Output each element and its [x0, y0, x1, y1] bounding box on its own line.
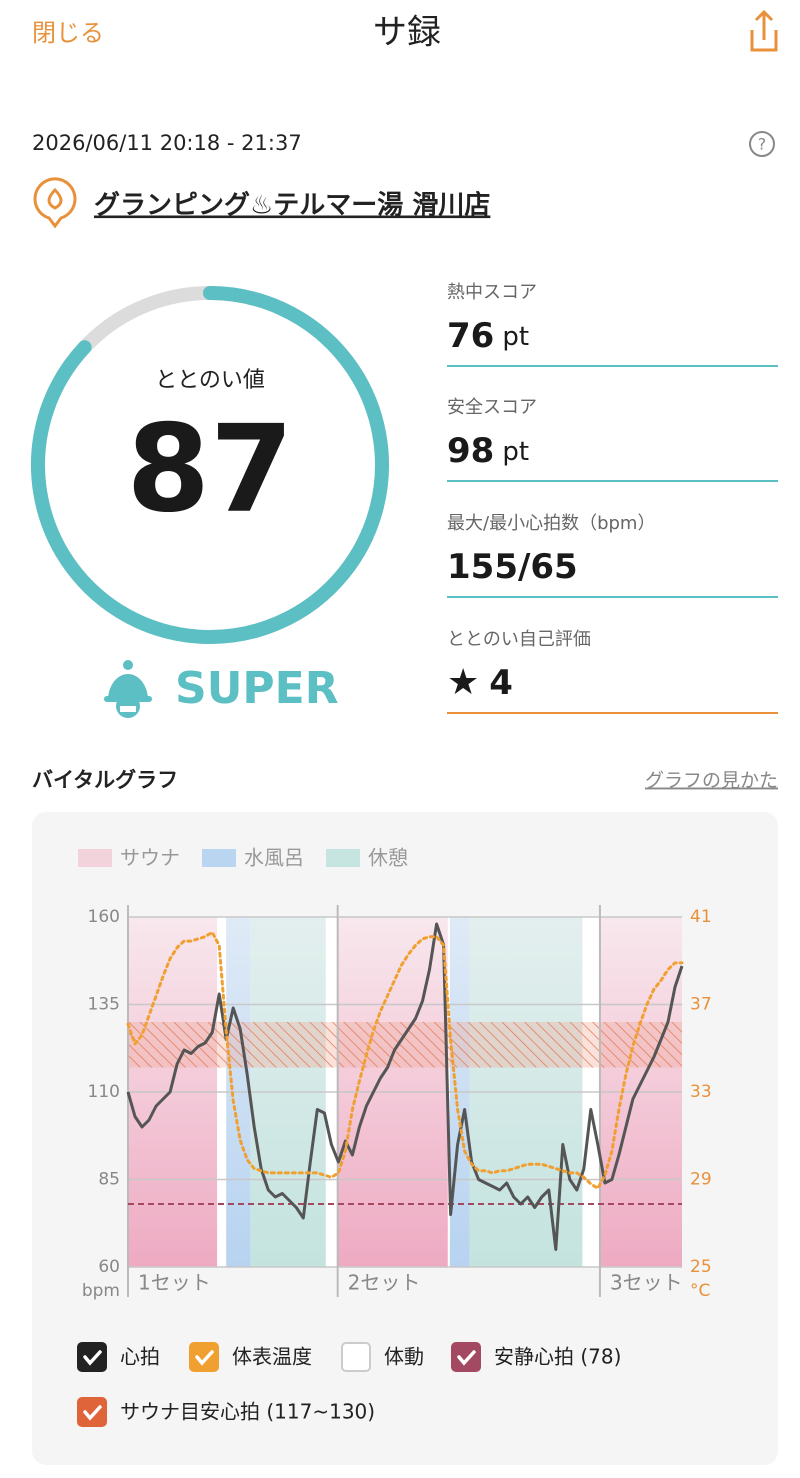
y2-tick-label: 25	[690, 1257, 712, 1277]
metric-label: ととのい自己評価	[447, 629, 591, 650]
y2-tick-label: 33	[690, 1082, 712, 1102]
rank: SUPER	[175, 663, 339, 714]
gauge-label: ととのい値	[155, 368, 265, 393]
y-tick-label: 135	[88, 995, 120, 1015]
series-line	[126, 930, 684, 1190]
checkmark	[195, 1350, 214, 1366]
legend-swatch	[326, 849, 360, 867]
toggle-label[interactable]: 体表温度	[232, 1345, 312, 1369]
y2-tick-label: 41	[690, 907, 712, 927]
gauge-value: 87	[127, 401, 294, 540]
metric-label: 最大/最小心拍数（bpm）	[447, 513, 655, 534]
metric-label: 熱中スコア	[447, 282, 537, 303]
toggle-label[interactable]: 安静心拍 (78)	[494, 1345, 621, 1369]
help-icon[interactable]: ?	[749, 131, 775, 157]
y2-tick-label: 37	[690, 995, 712, 1015]
facility-name[interactable]: グランピング♨テルマー湯 滑川店	[94, 191, 490, 221]
checkbox[interactable]	[451, 1342, 481, 1372]
share-button[interactable]	[750, 9, 778, 52]
checkmark	[83, 1405, 102, 1421]
metric-number: 98	[447, 431, 494, 471]
facility-icon	[33, 177, 77, 229]
y2-tick-label: 29	[690, 1170, 712, 1190]
checkbox[interactable]	[77, 1342, 107, 1372]
checkmark	[83, 1350, 102, 1366]
metric-unit: pt	[502, 437, 529, 467]
star-icon: ★	[447, 662, 479, 703]
metric-number: 76	[447, 316, 494, 356]
checkbox[interactable]	[77, 1397, 107, 1427]
metric-value: 155/65	[447, 547, 578, 587]
sauna-band	[128, 1022, 682, 1068]
toggle-label[interactable]: サウナ目安心拍 (117~130)	[120, 1400, 375, 1424]
screen-title: サ録	[373, 13, 441, 53]
svg-text:?: ?	[758, 135, 767, 154]
set-label: 1セット	[138, 1271, 211, 1295]
checkbox[interactable]	[341, 1342, 371, 1372]
legend-swatch	[202, 849, 236, 867]
guide-link[interactable]: グラフの見かた	[645, 770, 778, 792]
metric-value: ★ 4	[447, 662, 513, 703]
session-datetime: 2026/06/11 20:18 - 21:37	[32, 131, 302, 155]
y-tick-label: 160	[88, 907, 120, 927]
y-unit: bpm	[82, 1281, 120, 1301]
legend-swatch	[78, 849, 112, 867]
y-tick-label: 85	[98, 1170, 120, 1190]
rank-icon	[104, 660, 152, 718]
toggle-label[interactable]: 心拍	[120, 1345, 160, 1369]
checkmark	[457, 1350, 476, 1366]
metric-number: 155/65	[447, 547, 578, 587]
toggle-label[interactable]: 体動	[384, 1345, 424, 1369]
y-tick-label: 60	[98, 1257, 120, 1277]
legend-label: 水風呂	[244, 846, 304, 870]
set-label: 3セット	[610, 1271, 683, 1295]
series-line	[126, 922, 684, 1251]
close-button[interactable]: 閉じる	[32, 19, 104, 47]
gauge-arc	[31, 286, 389, 644]
metric-value: 76 pt	[447, 316, 529, 356]
section-title: バイタルグラフ	[32, 768, 178, 792]
metric-value: 98 pt	[447, 431, 529, 471]
y-tick-label: 110	[88, 1082, 120, 1102]
legend-label: 休憩	[368, 846, 408, 870]
y2-unit: °C	[690, 1281, 710, 1301]
legend-label: サウナ	[120, 846, 180, 870]
metric-number: 4	[489, 663, 513, 703]
set-label: 2セット	[348, 1271, 421, 1295]
metric-label: 安全スコア	[447, 397, 537, 418]
metric-unit: pt	[502, 322, 529, 352]
checkbox[interactable]	[189, 1342, 219, 1372]
